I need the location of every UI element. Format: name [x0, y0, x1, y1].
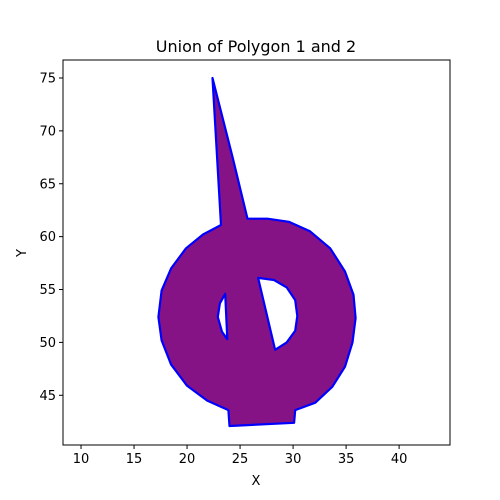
y-tick-label: 65: [39, 177, 56, 192]
y-tick-label: 70: [39, 124, 56, 139]
axes-frame: [62, 59, 451, 446]
plot-area: [62, 59, 451, 446]
y-tick-label: 60: [39, 230, 56, 245]
x-tick-label: 35: [338, 452, 355, 467]
x-tick-label: 15: [126, 452, 143, 467]
x-tick-label: 20: [179, 452, 196, 467]
y-tick-label: 55: [39, 283, 56, 298]
x-tick-label: 10: [73, 452, 90, 467]
x-axis-ticks: 10 15 20 25 30 35 40: [73, 445, 408, 467]
y-tick-label: 50: [39, 336, 56, 351]
x-tick-label: 25: [232, 452, 249, 467]
y-axis-label: Y: [15, 249, 30, 258]
x-tick-label: 30: [285, 452, 302, 467]
chart-title: Union of Polygon 1 and 2: [156, 37, 356, 56]
x-tick-label: 40: [391, 452, 408, 467]
y-axis-ticks: 45 50 55 60 65 70 75: [39, 71, 63, 404]
x-axis-label: X: [252, 474, 261, 489]
union-polygon: [157, 76, 357, 428]
y-tick-label: 45: [39, 389, 56, 404]
y-tick-label: 75: [39, 71, 56, 86]
